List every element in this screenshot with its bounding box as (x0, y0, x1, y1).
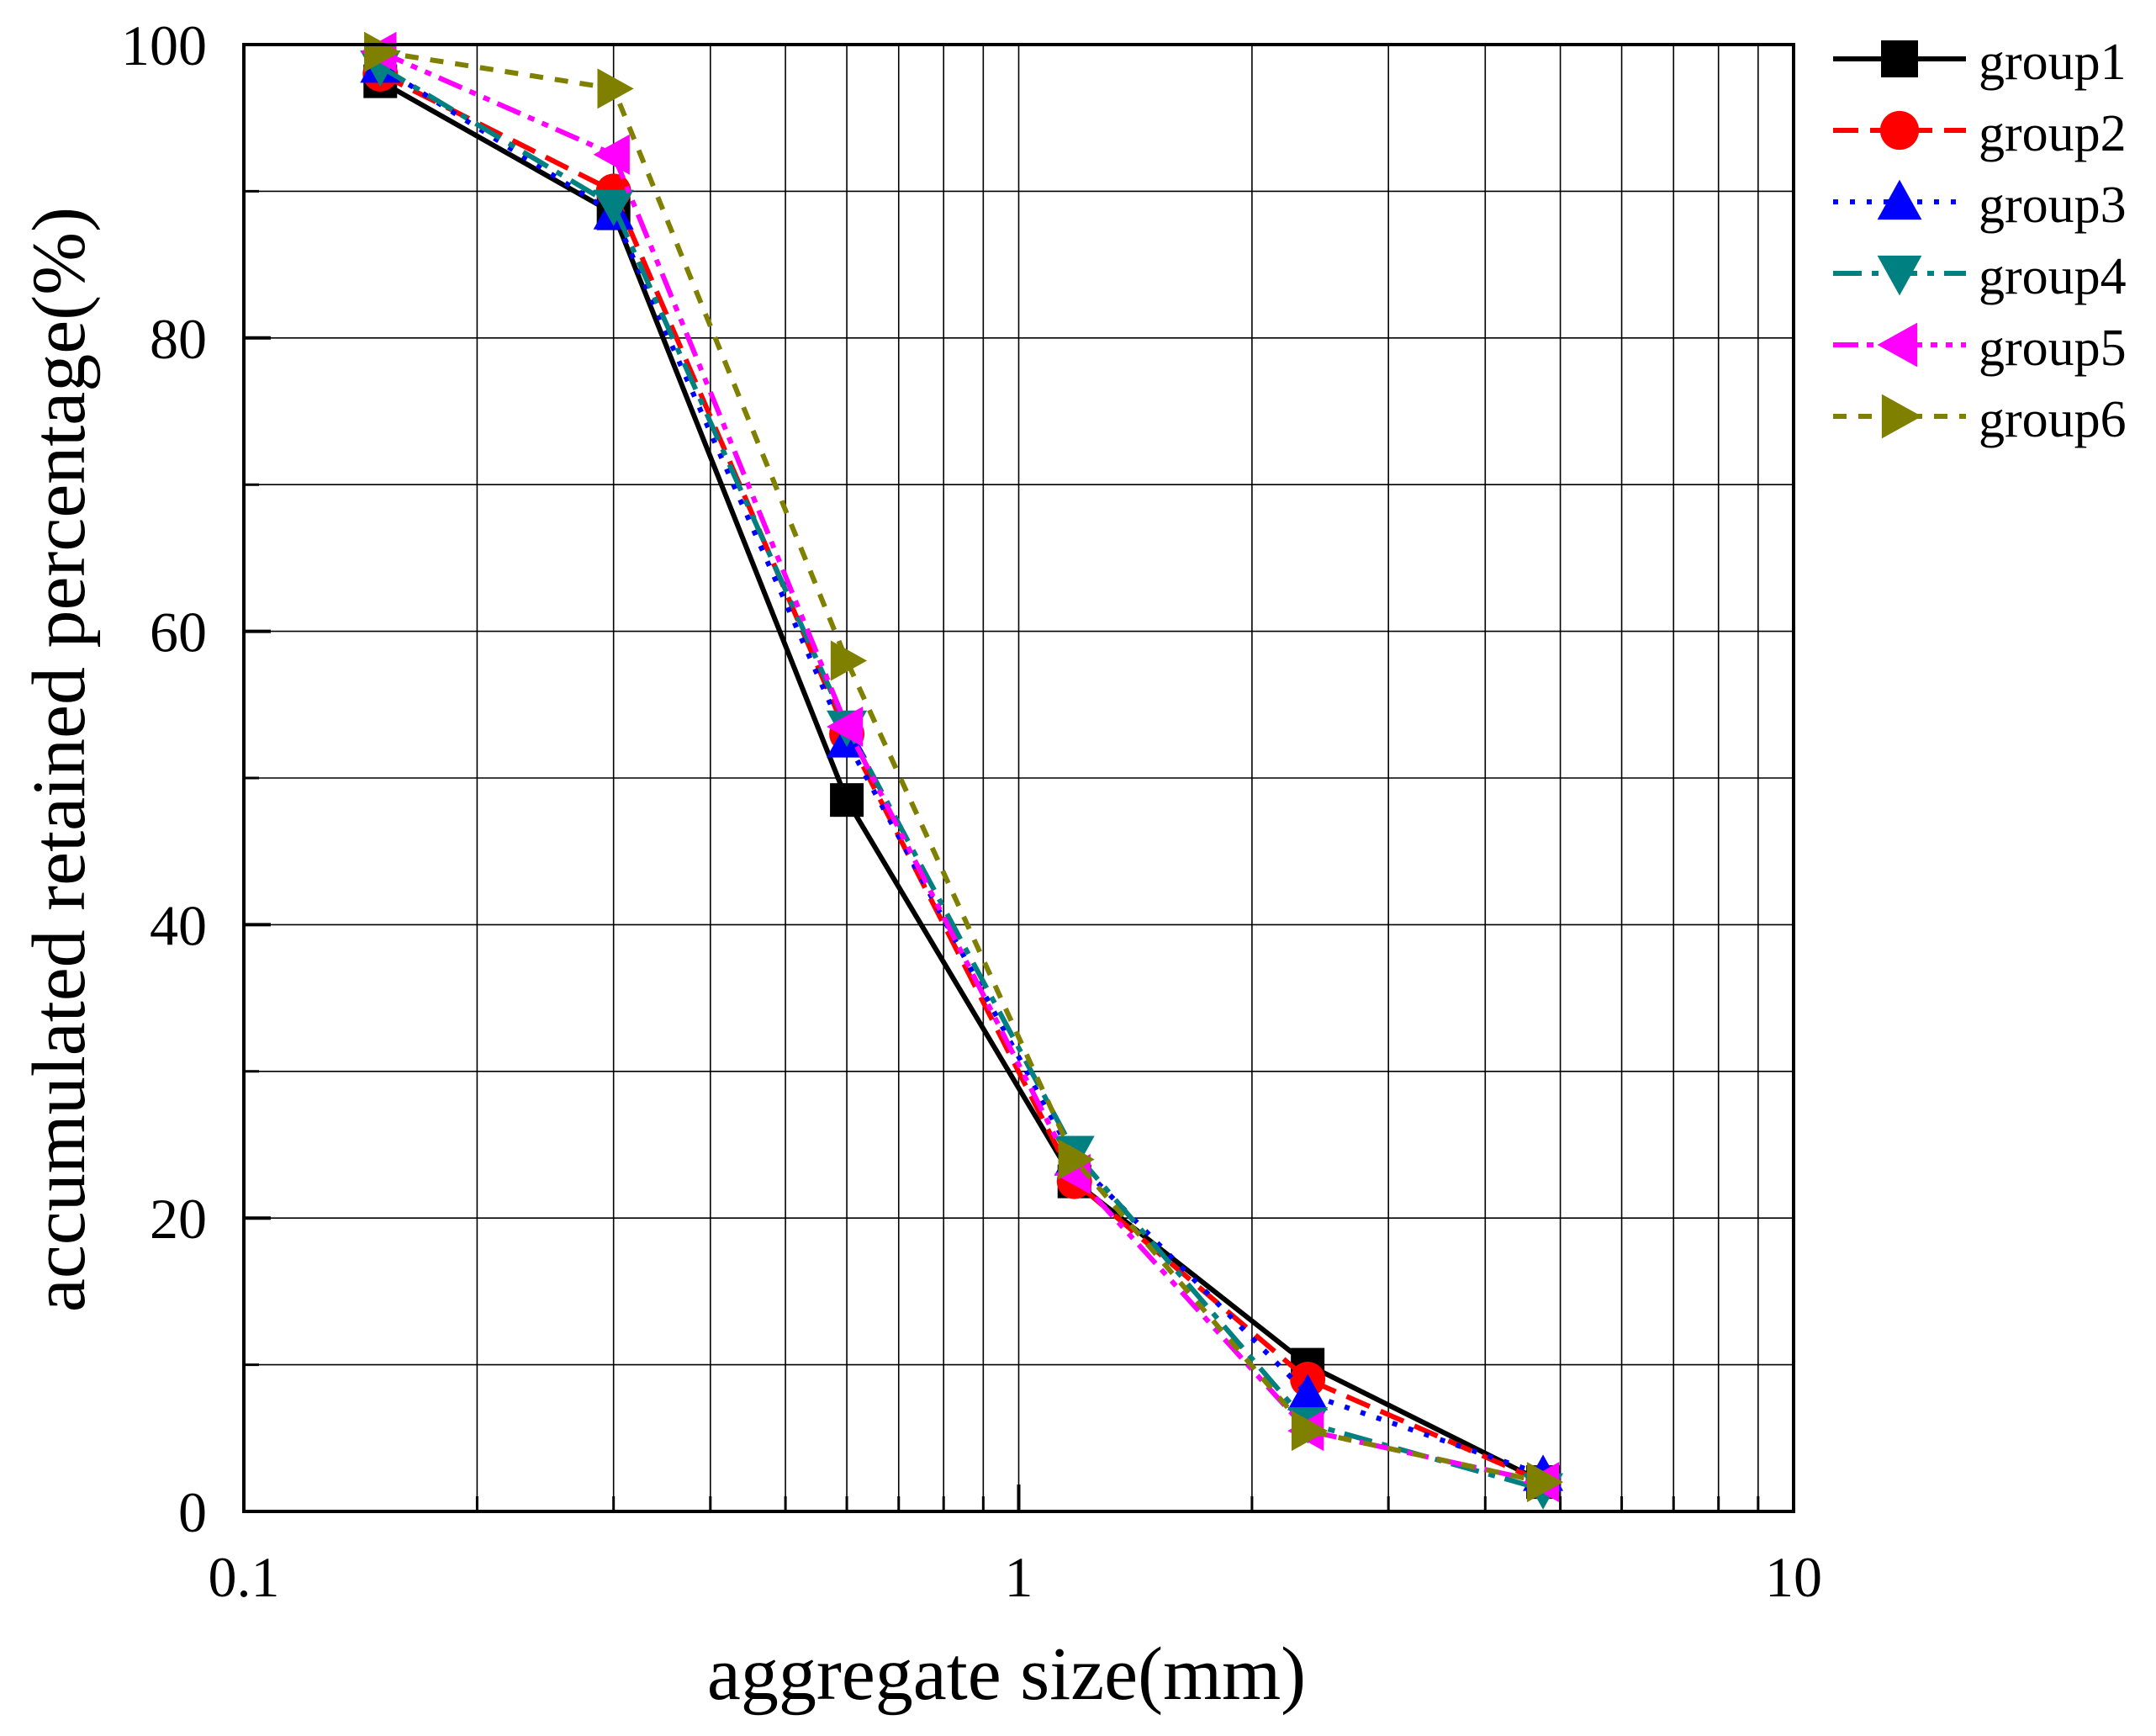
legend-marker (1877, 255, 1922, 296)
y-tick-label: 60 (150, 601, 207, 664)
data-point-group4 (593, 189, 634, 226)
legend-label: group4 (1979, 248, 2127, 305)
x-tick-label: 1 (1005, 1545, 1033, 1609)
legend-item-group2: group2 (1833, 105, 2127, 162)
data-point-group6 (1058, 1139, 1095, 1180)
series-line-group6 (379, 49, 1544, 1485)
y-tick-label: 0 (178, 1480, 207, 1544)
series-line-group5 (379, 49, 1544, 1485)
data-point-group6 (364, 31, 401, 72)
data-point-group3 (1287, 1373, 1329, 1410)
legend-marker (1881, 40, 1918, 77)
series-group5 (360, 31, 1560, 1503)
legend-item-group6: group6 (1833, 391, 2127, 448)
data-point-group5 (827, 706, 864, 747)
data-point-group1 (830, 783, 864, 818)
legend-label: group6 (1979, 391, 2127, 448)
legend-item-group5: group5 (1833, 320, 2127, 377)
data-point-group6 (597, 68, 634, 109)
legend-marker (1881, 394, 1922, 439)
y-axis-title: accumulated retained percentage(%) (18, 207, 101, 1312)
y-tick-label: 40 (150, 893, 207, 957)
x-axis-title: aggregate size(mm) (707, 1633, 1306, 1716)
data-point-group5 (593, 134, 630, 175)
series-line-group1 (378, 78, 1545, 1485)
y-tick-label: 100 (121, 13, 207, 77)
x-tick-label: 10 (1765, 1545, 1822, 1609)
series-group4 (360, 50, 1564, 1510)
legend-marker (1877, 179, 1922, 220)
data-point-group6 (1526, 1462, 1564, 1503)
y-tick-label: 20 (150, 1187, 207, 1251)
legend-marker (1879, 110, 1920, 151)
legend-label: group5 (1979, 320, 2127, 377)
data-point-group6 (1291, 1410, 1329, 1452)
series-line-group3 (378, 64, 1545, 1478)
grid-layer (243, 44, 1794, 1512)
legend-label: group1 (1979, 34, 2127, 91)
legend: group1 group2 group3 group4 group5 group6 (1833, 34, 2127, 448)
legend-item-group1: group1 (1833, 34, 2127, 91)
legend-marker (1877, 322, 1918, 368)
series-line-group4 (378, 64, 1544, 1492)
y-tick-label: 80 (150, 307, 207, 371)
series-layer (360, 31, 1564, 1510)
series-group1 (363, 64, 1561, 1500)
x-tick-label: 0.1 (209, 1545, 280, 1609)
legend-label: group3 (1979, 177, 2127, 234)
legend-item-group4: group4 (1833, 248, 2127, 305)
data-point-group6 (830, 640, 868, 681)
legend-label: group2 (1979, 105, 2127, 162)
series-line-group2 (378, 71, 1545, 1485)
series-group6 (364, 31, 1564, 1503)
legend-item-group3: group3 (1833, 177, 2127, 234)
series-group3 (360, 46, 1564, 1491)
